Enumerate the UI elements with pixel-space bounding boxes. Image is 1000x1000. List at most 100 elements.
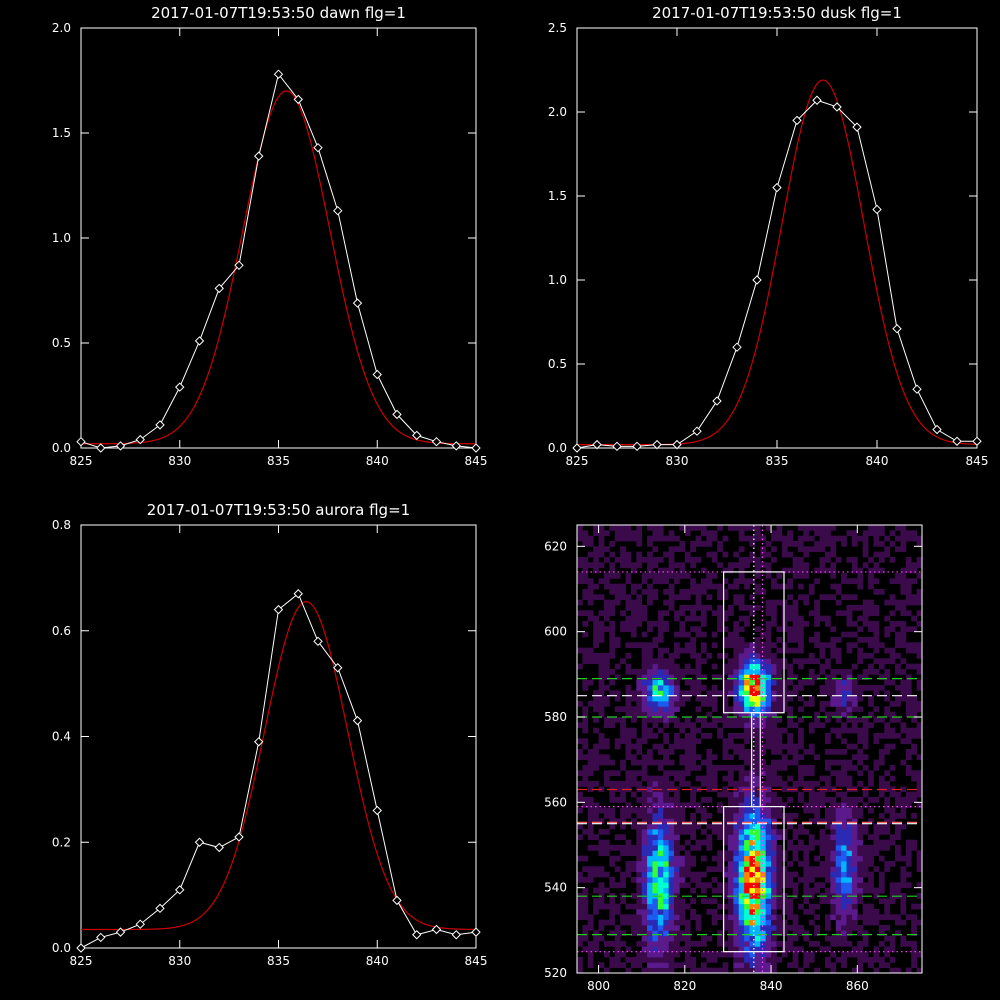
heatmap-cell	[738, 626, 745, 633]
heatmap-cell	[722, 791, 729, 798]
heatmap-cell	[824, 797, 831, 803]
heatmap-cell	[862, 903, 869, 910]
heatmap-cell	[765, 743, 772, 750]
heatmap-cell	[609, 898, 616, 905]
heatmap-cell	[754, 877, 761, 883]
data-point	[76, 436, 86, 447]
heatmap-cell	[900, 893, 907, 899]
heatmap-cell	[733, 946, 740, 953]
heatmap-cell	[744, 695, 750, 702]
heatmap-cell	[663, 722, 670, 729]
heatmap-cell	[587, 957, 594, 963]
heatmap-cell	[835, 866, 842, 873]
heatmap-cell	[824, 807, 831, 814]
heatmap-cell	[905, 850, 912, 857]
heatmap-cell	[765, 733, 772, 739]
heatmap-cell	[776, 807, 783, 814]
heatmap-cell	[663, 941, 670, 947]
heatmap-cell	[641, 845, 648, 851]
heatmap-cell	[749, 653, 756, 659]
heatmap-cell	[830, 695, 837, 702]
heatmap-cell	[598, 690, 605, 697]
heatmap-cell	[760, 589, 767, 595]
heatmap-cell	[641, 695, 648, 702]
heatmap-cell	[754, 903, 761, 910]
heatmap-cell	[641, 722, 648, 729]
heatmap-cell	[754, 898, 761, 905]
heatmap-cell	[652, 845, 659, 851]
heatmap-cell	[868, 610, 874, 617]
data-point	[652, 439, 662, 450]
heatmap-cell	[798, 829, 804, 835]
heatmap-cell	[582, 594, 589, 601]
heatmap-cell	[749, 834, 756, 841]
heatmap-cell	[652, 903, 659, 910]
heatmap-cell	[846, 594, 853, 601]
heatmap-cell	[620, 525, 626, 531]
heatmap-cell	[873, 605, 880, 611]
heatmap-cell	[916, 541, 923, 547]
data-point	[194, 336, 205, 346]
heatmap-cell	[803, 887, 810, 894]
heatmap-cell	[749, 781, 756, 787]
heatmap-cell	[684, 530, 691, 537]
heatmap-cell	[900, 685, 907, 691]
heatmap-cell	[873, 765, 880, 771]
heatmap-cell	[754, 530, 761, 537]
data-point	[333, 663, 343, 673]
heatmap-cell	[841, 935, 847, 942]
heatmap-cell	[603, 845, 610, 851]
heatmap-cell	[668, 717, 675, 723]
heatmap-cell	[911, 930, 918, 937]
heatmap-cell	[878, 674, 885, 681]
heatmap-cell	[647, 733, 653, 739]
heatmap-cell	[884, 781, 891, 787]
heatmap-cell	[776, 834, 783, 841]
heatmap-cell	[684, 594, 691, 601]
heatmap-cell	[771, 855, 777, 862]
heatmap-cell	[722, 679, 729, 686]
heatmap-cell	[620, 765, 626, 771]
heatmap-cell	[620, 583, 626, 590]
heatmap-cell	[900, 802, 907, 809]
heatmap-cell	[577, 599, 583, 606]
heatmap-cell	[630, 599, 637, 606]
heatmap-cell	[690, 887, 696, 894]
heatmap-cell	[808, 749, 815, 755]
heatmap-cell	[582, 781, 589, 787]
heatmap-cell	[911, 733, 918, 739]
heatmap-cell	[749, 759, 756, 766]
heatmap-cell	[760, 701, 767, 707]
heatmap-cell	[668, 743, 675, 750]
heatmap-cell	[792, 919, 799, 926]
heatmap-cell	[911, 914, 918, 921]
heatmap-cell	[641, 935, 648, 942]
heatmap-cell	[835, 802, 842, 809]
heatmap-cell	[824, 850, 831, 857]
heatmap-cell	[798, 823, 804, 830]
heatmap-cell	[846, 743, 853, 750]
heatmap-cell	[754, 674, 761, 681]
heatmap-cell	[603, 599, 610, 606]
heatmap-cell	[749, 711, 756, 718]
heatmap-cell	[760, 791, 767, 798]
heatmap-cell	[803, 845, 810, 851]
heatmap-cell	[684, 738, 691, 745]
heatmap-cell	[690, 941, 696, 947]
heatmap-cell	[754, 850, 761, 857]
heatmap-cell	[868, 599, 874, 606]
heatmap-cell	[889, 935, 896, 942]
heatmap-cell	[798, 557, 804, 563]
heatmap-cell	[900, 871, 907, 878]
heatmap-cell	[722, 642, 729, 649]
heatmap-cell	[630, 850, 637, 857]
heatmap-cell	[663, 903, 670, 910]
heatmap-cell	[630, 930, 637, 937]
heatmap-cell	[684, 930, 691, 937]
heatmap-cell	[911, 567, 918, 574]
heatmap-cell	[916, 621, 923, 627]
heatmap-cell	[744, 850, 750, 857]
heatmap-cell	[803, 621, 810, 627]
heatmap-cell	[835, 818, 842, 825]
heatmap-cell	[652, 930, 659, 937]
